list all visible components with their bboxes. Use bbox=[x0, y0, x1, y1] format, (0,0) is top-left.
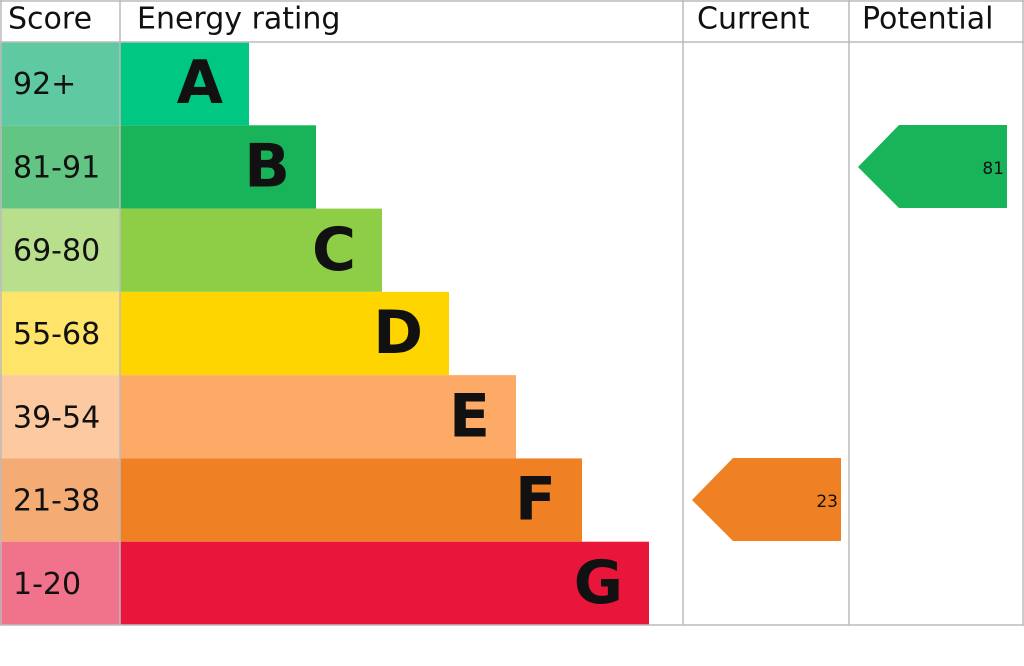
score-range: 21-38 bbox=[13, 484, 100, 519]
score-cell bbox=[0, 291, 120, 376]
bands: 92+ A 81-91 B 69-80 C 55-68 D 39-54 E 21-38 F 1-20 G bbox=[0, 42, 649, 625]
header-current: Current bbox=[697, 2, 810, 37]
score-range: 81-91 bbox=[13, 150, 100, 185]
header-score: Score bbox=[8, 2, 92, 37]
band-letter: F bbox=[515, 465, 556, 535]
band-bar bbox=[120, 125, 316, 209]
score-cell bbox=[0, 541, 120, 625]
score-cell bbox=[0, 125, 120, 209]
band-bar bbox=[120, 42, 249, 126]
band-bar bbox=[120, 458, 582, 542]
band-bar bbox=[120, 291, 449, 376]
potential-value: 81 bbox=[982, 159, 1004, 179]
score-range: 55-68 bbox=[13, 317, 100, 352]
band-bar bbox=[120, 541, 649, 625]
header-rating: Energy rating bbox=[137, 2, 340, 37]
score-range: 92+ bbox=[13, 67, 76, 102]
score-range: 39-54 bbox=[13, 400, 100, 435]
score-cell bbox=[0, 458, 120, 542]
header-potential: Potential bbox=[862, 2, 993, 37]
band-letter: D bbox=[373, 298, 423, 368]
score-cell bbox=[0, 375, 120, 459]
current-value: 23 bbox=[816, 492, 838, 512]
band-bar bbox=[120, 208, 382, 292]
score-cell bbox=[0, 208, 120, 292]
band-letter: G bbox=[574, 548, 623, 618]
band-letter: E bbox=[449, 381, 490, 451]
band-bar bbox=[120, 375, 516, 459]
band-letter: B bbox=[244, 132, 290, 202]
current-arrow bbox=[692, 458, 841, 541]
score-cell bbox=[0, 42, 120, 126]
band-letter: A bbox=[177, 48, 224, 118]
potential-arrow bbox=[858, 125, 1007, 208]
score-range: 1-20 bbox=[13, 567, 81, 602]
band-letter: C bbox=[312, 215, 356, 285]
score-range: 69-80 bbox=[13, 234, 100, 269]
